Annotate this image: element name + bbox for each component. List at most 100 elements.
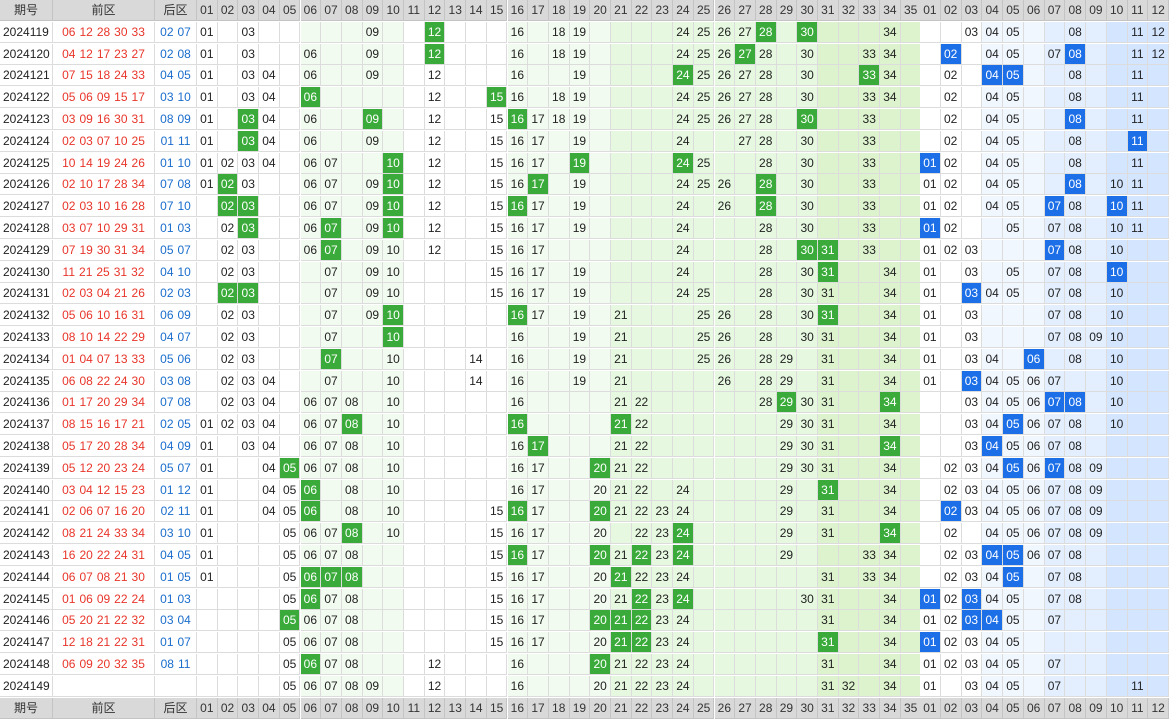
front-trend-cell — [528, 654, 549, 675]
back-trend-cell: 05 — [1003, 501, 1024, 523]
front-trend-cell: 16 — [507, 457, 529, 479]
back-trend-cell — [1148, 239, 1169, 261]
front-trend-cell: 29 — [776, 436, 798, 457]
back-hit-marker: 04 — [985, 439, 999, 453]
front-trend-cell: 02 — [217, 152, 239, 174]
back-trend-cell — [982, 261, 1003, 283]
front-trend-cell: 24 — [673, 588, 694, 610]
front-trend-cell — [197, 261, 218, 283]
front-trend-cell: 12 — [424, 87, 446, 109]
front-trend-cell: 19 — [569, 196, 591, 218]
front-trend-cell: 27 — [735, 130, 756, 152]
front-trend-cell — [528, 65, 549, 87]
front-trend-cell: 30 — [797, 152, 818, 174]
front-trend-cell — [548, 348, 570, 370]
front-trend-cell — [652, 65, 674, 87]
front-trend-value: 17 — [531, 286, 545, 301]
back-trend-cell: 04 — [982, 457, 1003, 479]
back-trend-value: 05 — [1006, 678, 1020, 693]
front-trend-value: 23 — [655, 657, 669, 671]
front-trend-cell — [445, 327, 467, 348]
table-row: 2024137 08 15 16 17 21 02 05 01 02 03 04 06 07 08 10 16 2… — [0, 414, 1169, 436]
back-col-header: 07 — [1044, 0, 1066, 21]
front-trend-cell — [217, 65, 239, 87]
front-trend-cell: 16 — [507, 21, 529, 43]
front-trend-cell: 10 — [383, 261, 404, 283]
front-trend-cell: 17 — [528, 218, 549, 239]
front-trend-cell: 10 — [383, 327, 404, 348]
front-trend-cell: 03 — [238, 327, 260, 348]
front-col-header: 05 — [279, 0, 301, 21]
front-trend-value: 24 — [676, 504, 690, 519]
back-trend-cell — [1044, 130, 1066, 152]
front-trend-cell: 04 — [259, 501, 280, 523]
front-trend-cell — [445, 305, 467, 327]
front-trend-cell — [217, 457, 239, 479]
front-trend-value: 31 — [821, 351, 835, 366]
front-ball: 10 — [79, 177, 93, 192]
front-trend-cell — [714, 675, 736, 697]
back-ball: 07 — [160, 395, 174, 410]
back-trend-cell — [1023, 610, 1045, 632]
front-trend-value: 06 — [303, 155, 318, 170]
front-numbers: 03 09 16 30 31 — [53, 109, 155, 130]
back-trend-cell — [1127, 348, 1149, 370]
front-trend-cell: 21 — [611, 632, 632, 654]
front-trend-cell: 27 — [735, 87, 756, 109]
back-trend-cell: 02 — [940, 218, 962, 239]
front-ball: 14 — [96, 330, 111, 344]
front-trend-cell — [259, 21, 280, 43]
back-ball: 01 — [160, 155, 174, 170]
front-trend-cell: 34 — [880, 610, 901, 632]
front-trend-cell — [631, 283, 653, 305]
front-ball: 20 — [96, 395, 111, 410]
front-trend-cell — [673, 457, 694, 479]
front-trend-cell: 15 — [486, 174, 508, 196]
front-trend-cell — [590, 130, 611, 152]
back-trend-cell: 02 — [940, 65, 962, 87]
front-trend-cell — [466, 261, 487, 283]
front-trend-cell — [859, 457, 881, 479]
front-trend-cell — [341, 218, 363, 239]
front-ball: 29 — [114, 221, 128, 235]
back-trend-cell: 04 — [982, 21, 1003, 43]
front-col-header: 07 — [321, 697, 342, 719]
back-trend-cell: 03 — [961, 675, 983, 697]
front-trend-value: 22 — [634, 526, 649, 541]
front-ball: 34 — [131, 439, 145, 453]
back-trend-value: 01 — [923, 657, 937, 671]
table-row: 2024147 12 18 21 22 31 01 07 05 06 07 08 15 16 17 20 21 2… — [0, 632, 1169, 654]
front-trend-cell — [445, 632, 467, 654]
front-col-header: 01 — [197, 0, 218, 21]
front-trend-cell: 29 — [776, 523, 798, 545]
front-trend-cell — [445, 654, 467, 675]
front-numbers: 06 09 20 32 35 — [53, 654, 155, 675]
front-ball: 22 — [114, 613, 128, 628]
back-trend-cell — [1086, 436, 1107, 457]
front-trend-cell — [217, 654, 239, 675]
front-trend-cell — [652, 239, 674, 261]
front-trend-cell — [859, 348, 881, 370]
back-numbers: 01 10 — [155, 152, 197, 174]
front-trend-cell: 15 — [486, 87, 508, 109]
front-trend-cell: 15 — [486, 196, 508, 218]
front-trend-cell: 05 — [279, 545, 301, 566]
back-trend-value: 02 — [943, 482, 958, 497]
front-trend-value: 28 — [759, 242, 773, 257]
front-trend-cell — [838, 632, 860, 654]
front-trend-cell — [652, 305, 674, 327]
front-trend-cell — [424, 632, 446, 654]
table-row: 2024124 02 03 07 10 25 01 11 01 03 04 06 09 12 15 16 17 1… — [0, 130, 1169, 152]
front-trend-cell — [735, 610, 756, 632]
front-trend-cell — [404, 632, 425, 654]
front-trend-cell: 06 — [300, 479, 322, 501]
front-trend-cell: 17 — [528, 152, 549, 174]
back-trend-cell: 05 — [1003, 392, 1024, 414]
back-trend-cell: 03 — [961, 370, 983, 392]
front-trend-cell: 24 — [673, 566, 694, 588]
back-trend-cell — [1086, 566, 1107, 588]
front-trend-cell — [590, 87, 611, 109]
back-trend-cell — [940, 283, 962, 305]
back-trend-cell — [961, 523, 983, 545]
front-ball: 30 — [114, 112, 128, 126]
